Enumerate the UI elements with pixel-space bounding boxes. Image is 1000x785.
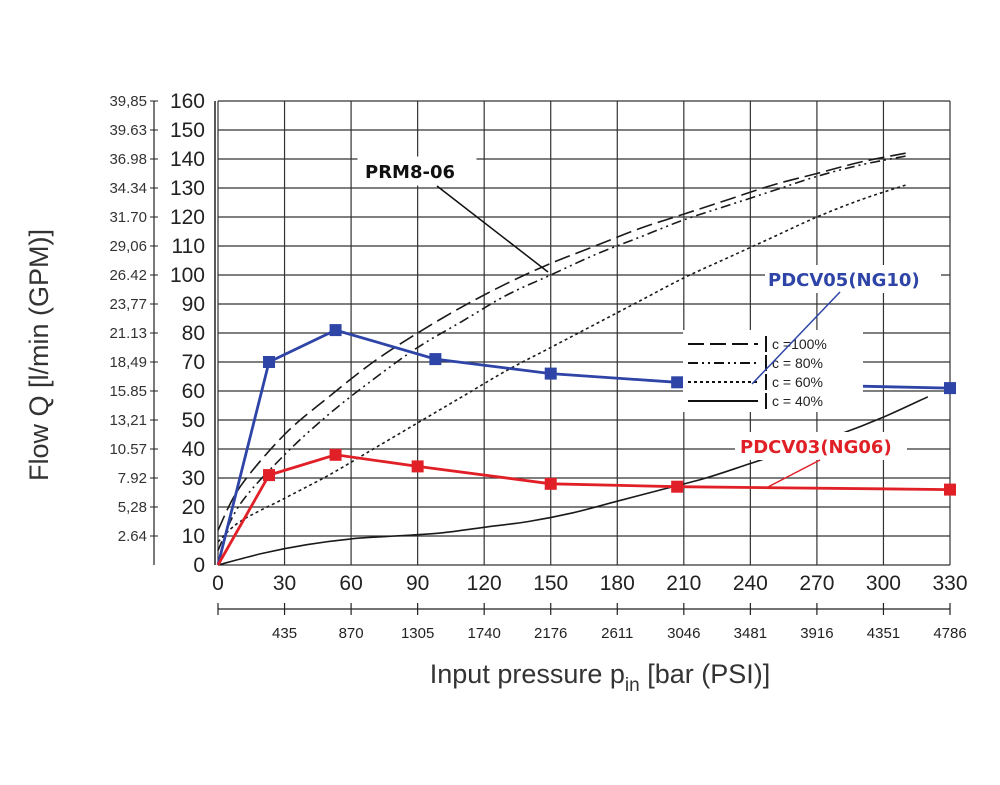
chart-axes: 0 10 20 30 40 50 60 70 80 90 100 110 120 130 140 150 160… (109, 90, 967, 642)
y-tick-label: 60 (182, 380, 205, 403)
data-point-marker (329, 324, 342, 337)
data-series (216, 324, 956, 566)
y-tick-label: 50 (182, 409, 205, 432)
legend-label-ic40: c = 40% (772, 393, 823, 409)
x-tick-label: 330 (932, 572, 967, 595)
data-point-marker (263, 356, 276, 368)
y-tick-label: 20 (182, 496, 205, 519)
data-point-marker (544, 477, 557, 490)
x-tick-label: 180 (600, 572, 635, 595)
data-point-marker (411, 460, 424, 473)
psi-tick-label: 4786 (933, 625, 966, 642)
x-tick-label: 240 (733, 572, 768, 595)
legend-label-ic60: c = 60% (772, 374, 823, 390)
psi-tick-label: 1305 (401, 625, 434, 642)
data-point-marker (329, 448, 342, 461)
psi-tick-label: 4351 (867, 625, 900, 642)
x-tick-label: 210 (666, 572, 701, 595)
gpm-tick-label: 2.64 (118, 528, 147, 545)
data-point-marker (263, 469, 276, 482)
prm-label: PRM8-06 (365, 162, 455, 183)
data-point-marker (944, 483, 956, 496)
psi-tick-label: 435 (272, 625, 297, 642)
gpm-tick-label: 39,85 (109, 93, 147, 110)
gpm-tick-label: 36.98 (109, 151, 147, 168)
pdcv03-leader-line (765, 459, 821, 489)
x-tick-label: 270 (799, 572, 834, 595)
y-tick-label: 130 (170, 177, 205, 200)
psi-tick-label: 2176 (534, 625, 567, 642)
x-tick-label: 150 (533, 572, 568, 595)
ic-legend: c =100% c = 80% c = 60% c = 40% (683, 330, 863, 412)
x-tick-label: 90 (406, 572, 429, 595)
psi-tick-label: 870 (339, 625, 364, 642)
x-tick-label: 120 (467, 572, 502, 595)
pdcv05-label: PDCV05(NG10) (768, 270, 920, 291)
gpm-tick-label: 13,21 (109, 412, 147, 429)
pdcv03-label-box (735, 432, 907, 460)
y-tick-label: 30 (182, 467, 205, 490)
legend-label-ic100: c =100% (772, 336, 827, 352)
y-tick-label: 110 (172, 235, 205, 258)
gpm-tick-label: 10.57 (109, 441, 147, 458)
psi-tick-label: 2611 (601, 625, 633, 642)
x-axis-title: Input pressure pin [bar (PSI)] (430, 659, 770, 696)
gpm-tick-label: 26.42 (109, 267, 147, 284)
legend-label-ic80: c = 80% (772, 355, 823, 371)
gpm-tick-label: 7.92 (118, 470, 147, 487)
y-tick-label: 100 (170, 264, 205, 287)
prm-label-box (357, 156, 477, 186)
gpm-tick-label: 15.85 (109, 383, 147, 400)
y-tick-label: 90 (182, 293, 205, 316)
gpm-tick-label: 21.13 (109, 325, 147, 342)
psi-tick-label: 3046 (667, 625, 700, 642)
x-tick-label: 0 (212, 572, 224, 595)
gpm-tick-label: 23,77 (109, 296, 147, 313)
psi-tick-label: 1740 (467, 625, 500, 642)
pdcv05-callout: PDCV05(NG10) (751, 265, 941, 385)
y-tick-label: 70 (182, 351, 205, 374)
y-tick-label: 160 (170, 90, 205, 113)
y-tick-label: 80 (182, 322, 205, 345)
data-point-marker (944, 382, 956, 395)
y-axis-title: Flow Q [l/min (GPM)] (24, 229, 54, 481)
pdcv03-callout: PDCV03(NG06) (735, 432, 907, 489)
prm-callout: PRM8-06 (357, 156, 549, 273)
curve-ic60 (217, 184, 906, 543)
y-tick-label: 40 (182, 438, 205, 461)
gpm-tick-label: 39.63 (109, 122, 147, 139)
data-point-marker (544, 367, 557, 380)
x-tick-label: 300 (866, 572, 901, 595)
psi-tick-label: 3916 (800, 625, 833, 642)
data-point-marker (671, 480, 684, 493)
pdcv05-label-box (765, 265, 941, 293)
y-tick-label: 140 (170, 148, 205, 171)
curve-ic100 (217, 152, 906, 531)
data-point-marker (671, 376, 684, 389)
y-tick-label: 10 (182, 525, 205, 548)
x-tick-label: 60 (339, 572, 362, 595)
gpm-tick-label: 18,49 (109, 354, 147, 371)
pdcv05-leader-line (751, 291, 841, 385)
curve-ic40 (217, 396, 929, 566)
y-tick-label: 120 (170, 206, 205, 229)
y-tick-label: 150 (170, 119, 205, 142)
curve-ic80 (217, 155, 906, 551)
gpm-tick-label: 34.34 (109, 180, 147, 197)
gpm-tick-label: 31.70 (109, 209, 147, 226)
psi-tick-label: 3481 (734, 625, 767, 642)
y-tick-label: 0 (193, 554, 205, 577)
x-tick-label: 30 (273, 572, 296, 595)
prm-leader-line (436, 185, 549, 273)
pdcv03-label: PDCV03(NG06) (740, 437, 892, 458)
gpm-tick-label: 5,28 (118, 499, 147, 516)
gpm-tick-label: 29,06 (109, 238, 147, 255)
data-point-marker (429, 353, 442, 366)
